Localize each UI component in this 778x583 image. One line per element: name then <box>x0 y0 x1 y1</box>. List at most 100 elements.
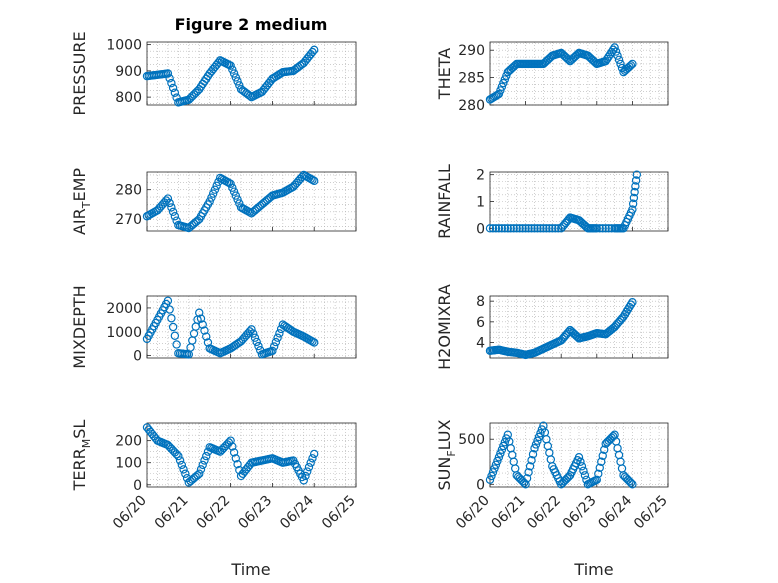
data-point <box>165 305 174 314</box>
data-point <box>628 59 637 69</box>
data-point <box>496 86 505 95</box>
y-axis-label: H2OMIXRA <box>435 284 454 370</box>
data-point <box>539 224 548 233</box>
y-tick-label: 2000 <box>106 301 142 317</box>
data-point <box>628 480 637 489</box>
data-point <box>497 445 507 454</box>
x-axis-label-right: Time <box>573 560 613 579</box>
data-point <box>163 69 173 78</box>
data-point <box>167 314 176 323</box>
x-tick-label: 06/21 <box>489 493 529 533</box>
data-point <box>165 74 174 83</box>
data-point <box>542 435 551 444</box>
axes-frame <box>146 171 357 232</box>
data-point <box>205 197 214 206</box>
data-point <box>310 338 319 347</box>
data-point <box>631 176 641 185</box>
data-point <box>515 224 524 233</box>
data-point <box>249 329 258 338</box>
data-point <box>500 224 510 233</box>
data-point <box>518 224 527 233</box>
y-tick-label: 900 <box>115 64 142 80</box>
data-point <box>533 224 542 233</box>
data-point <box>551 224 560 233</box>
data-point <box>598 451 607 460</box>
axes-frame <box>146 422 357 488</box>
data-point <box>611 47 621 56</box>
data-point <box>168 207 178 217</box>
data-point <box>542 224 551 233</box>
data-point <box>500 438 510 447</box>
data-point <box>530 224 539 233</box>
data-point <box>616 59 625 69</box>
data-point <box>308 47 317 57</box>
data-point <box>594 469 603 478</box>
data-point <box>196 465 206 474</box>
data-point <box>233 77 242 86</box>
data-point <box>170 331 180 340</box>
data-point <box>487 471 496 481</box>
y-axis-label: TERRMSL <box>70 420 93 492</box>
data-point <box>524 224 533 233</box>
axes-frame <box>146 295 357 359</box>
y-tick-label: 270 <box>115 212 142 228</box>
data-point <box>179 465 188 474</box>
data-point <box>163 194 173 203</box>
data-point <box>191 322 200 331</box>
data-point <box>195 469 204 478</box>
data-point <box>527 224 536 233</box>
data-point <box>310 45 319 55</box>
data-point <box>229 187 239 196</box>
data-point <box>488 224 498 233</box>
data-point <box>512 224 521 233</box>
data-point <box>631 182 640 191</box>
data-point <box>511 464 520 473</box>
x-tick-label: 06/25 <box>631 493 671 533</box>
data-point <box>499 441 508 451</box>
data-point <box>228 442 237 451</box>
data-point <box>485 224 495 233</box>
data-point <box>174 451 183 461</box>
data-point <box>628 298 637 307</box>
axes-frame <box>489 295 669 359</box>
y-axis-label: THETA <box>435 48 454 100</box>
x-tick-label: 06/23 <box>235 493 275 533</box>
data-point <box>576 457 585 466</box>
data-point <box>172 450 181 459</box>
data-point <box>597 457 606 466</box>
data-point <box>626 478 636 487</box>
data-point <box>170 212 180 221</box>
y-axis-label: AIRTEMP <box>70 168 93 235</box>
data-point <box>165 198 174 208</box>
data-point <box>617 464 627 473</box>
data-point <box>198 460 207 470</box>
data-point <box>534 432 544 442</box>
data-point <box>610 43 619 52</box>
y-axis-label: RAINFALL <box>435 164 454 239</box>
data-point <box>247 325 256 334</box>
data-point <box>497 224 507 233</box>
data-point <box>530 444 539 453</box>
data-point <box>196 314 206 323</box>
subplot-mixdepth: 0 1000 2000 MIXDEPTH <box>70 285 357 369</box>
data-point <box>200 326 209 335</box>
data-point <box>536 429 545 438</box>
y-tick-label: 0 <box>476 477 485 493</box>
y-axis-label: SUNFLUX <box>435 419 458 490</box>
data-point <box>628 205 637 214</box>
data-point <box>494 89 504 99</box>
y-tick-label: 100 <box>115 456 142 472</box>
data-point <box>208 189 218 198</box>
data-point <box>195 308 204 317</box>
data-point <box>522 474 532 483</box>
data-point <box>310 176 319 186</box>
data-point <box>203 338 213 347</box>
data-point <box>500 75 510 84</box>
data-point <box>491 224 501 233</box>
data-point <box>271 337 281 347</box>
data-point <box>574 453 584 462</box>
data-point <box>231 191 241 200</box>
data-point <box>275 329 284 338</box>
data-point <box>554 224 563 233</box>
